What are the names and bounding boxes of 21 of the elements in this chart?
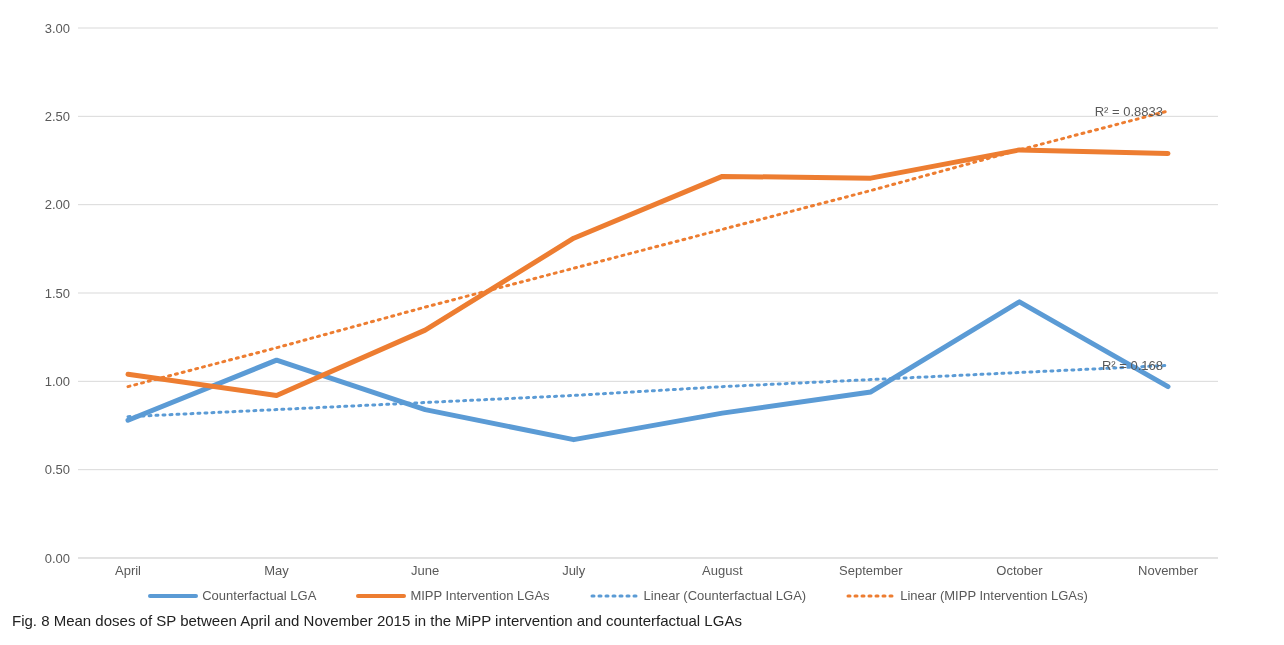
y-tick-label: 2.00 (44, 197, 70, 213)
x-tick-label: November (1138, 563, 1199, 579)
annotation: R² = 0.8833 (1094, 103, 1163, 119)
y-tick-label: 0.50 (44, 462, 70, 478)
y-tick-label: 2.50 (44, 108, 70, 124)
legend-label: Counterfactual LGA (201, 588, 317, 603)
x-tick-label: May (264, 563, 290, 579)
y-tick-label: 1.00 (44, 373, 70, 389)
legend-label: MIPP Intervention LGAs (409, 588, 550, 603)
legend-label: Linear (Counterfactual LGA) (642, 588, 807, 603)
y-tick-label: 1.50 (44, 285, 70, 301)
x-tick-label: September (839, 563, 904, 579)
x-tick-label: April (114, 563, 142, 579)
y-tick-label: 0.00 (44, 550, 70, 566)
x-tick-label: August (702, 563, 743, 579)
x-tick-label: June (411, 563, 440, 579)
x-tick-label: October (996, 563, 1044, 579)
x-tick-label: July (562, 563, 586, 579)
y-tick-label: 3.00 (44, 20, 70, 36)
caption: Fig. 8 Mean doses of SP between April and November 2015 in the MiPP intervention and counterfactual LGAs (12, 612, 743, 629)
legend-label: Linear (MIPP Intervention LGAs) (899, 588, 1088, 603)
